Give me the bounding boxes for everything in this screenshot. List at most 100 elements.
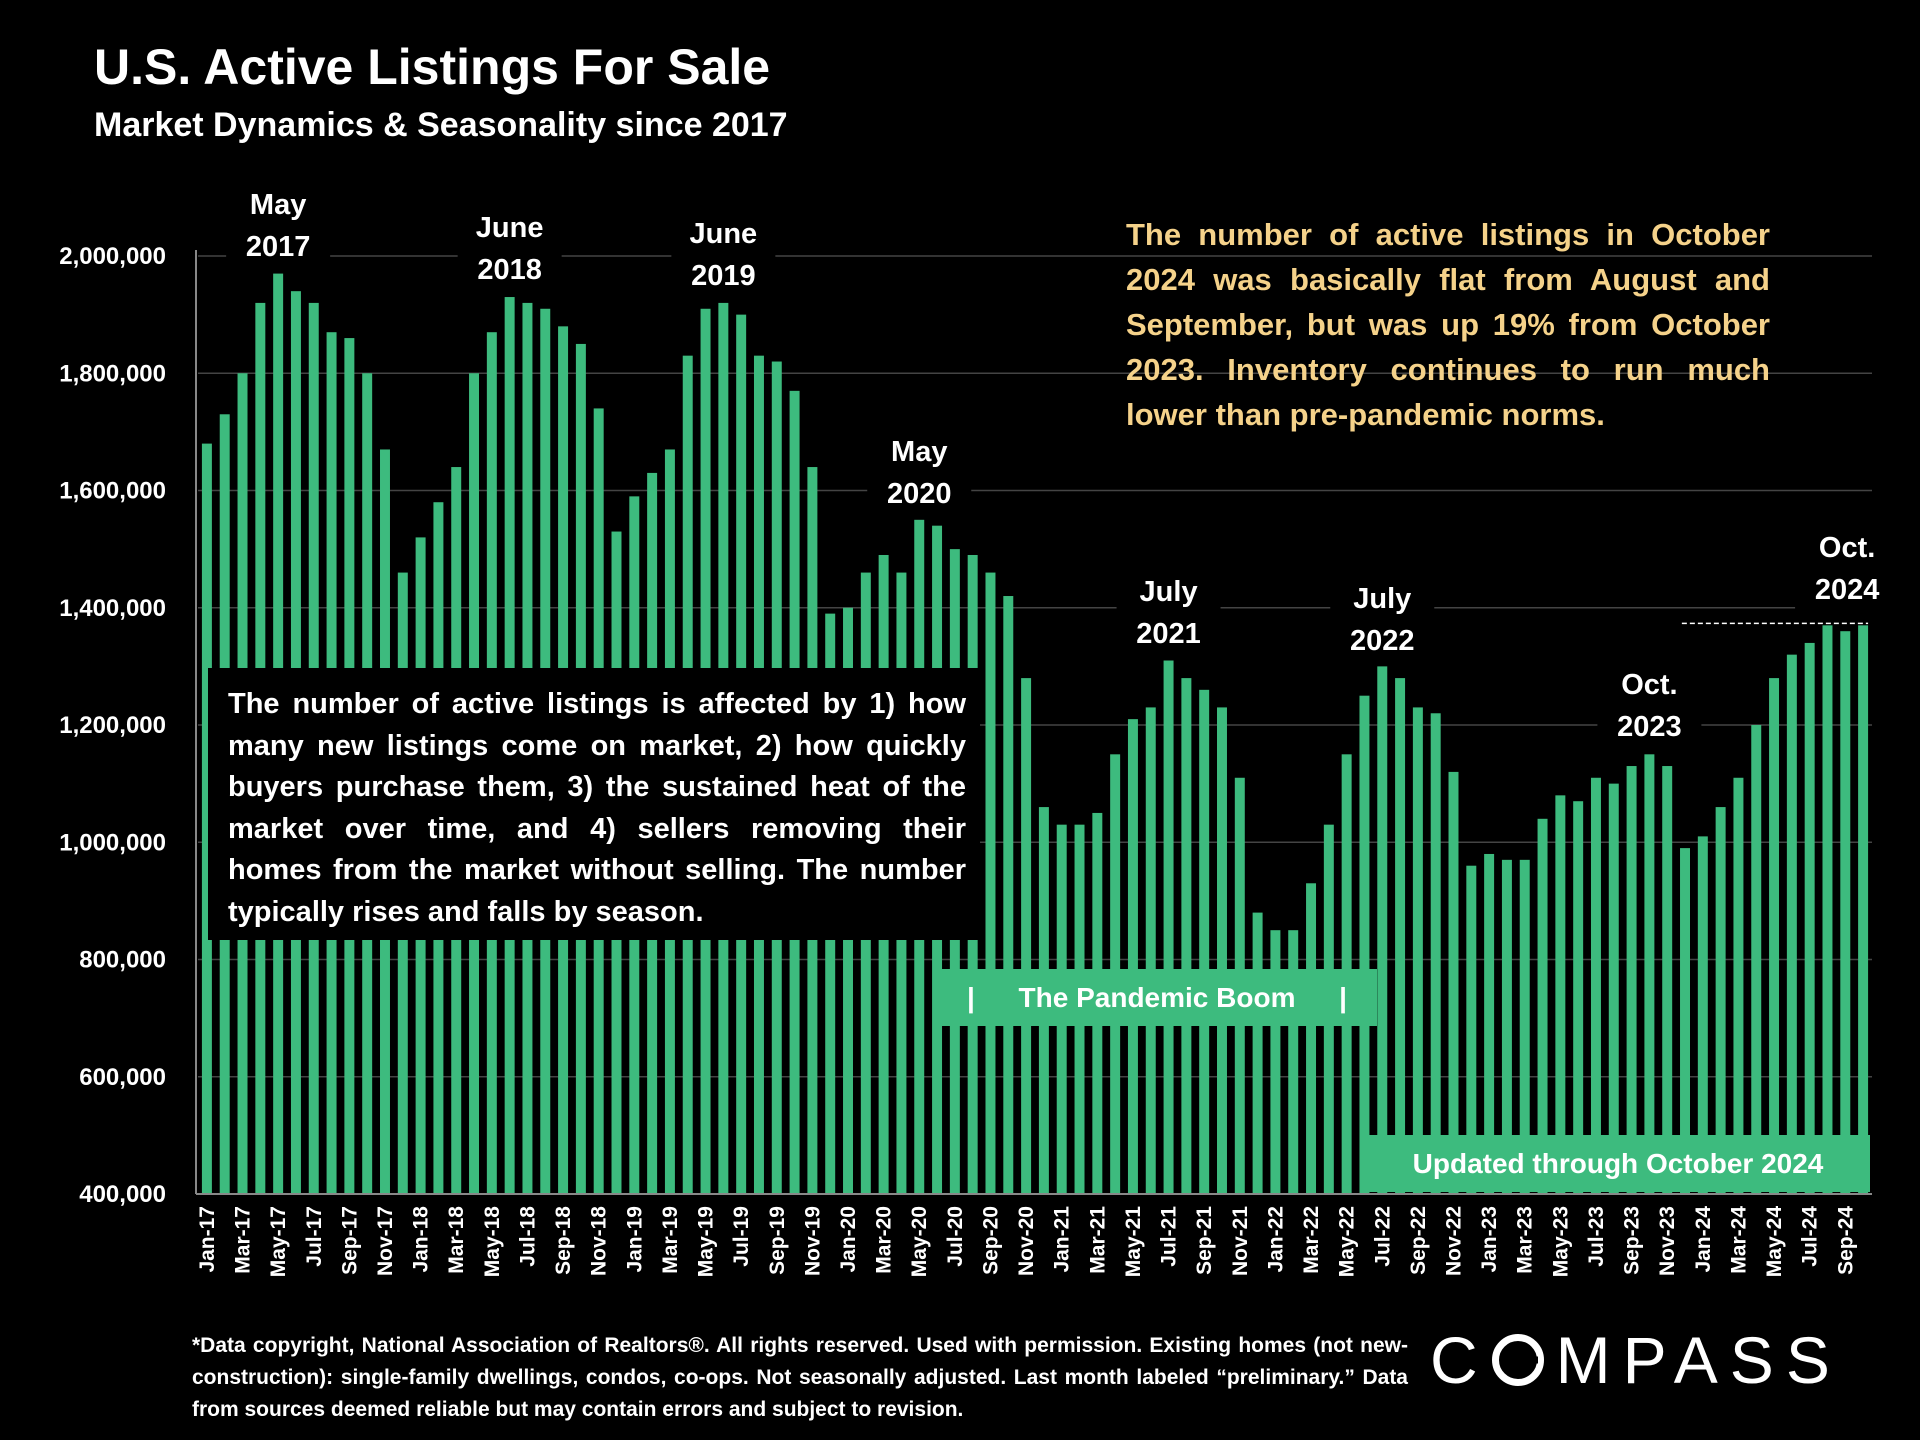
bar-Aug-21	[1181, 678, 1192, 1194]
peak-label-year: 2018	[477, 254, 542, 286]
x-tick-label: Nov-21	[1229, 1206, 1252, 1276]
y-tick-label: 1,000,000	[59, 829, 166, 856]
peak-label-backing	[1597, 664, 1702, 746]
x-tick-label: May-19	[695, 1206, 718, 1277]
peak-labels: May 2017 June 2018 June 2019 May 2020 July 2021 Ju…	[226, 184, 1900, 746]
bar-Sep-23	[1626, 766, 1637, 1194]
pandemic-boom-label: The Pandemic Boom	[1018, 981, 1296, 1013]
bar-Mar-22	[1306, 883, 1317, 1194]
bar-Jun-21	[1145, 707, 1156, 1194]
peak-label-month: May	[250, 189, 306, 221]
y-tick-label: 1,600,000	[59, 478, 166, 505]
bar-Jul-24	[1804, 642, 1815, 1194]
x-tick-label: Mar-22	[1300, 1206, 1323, 1274]
bar-May-21	[1127, 719, 1138, 1194]
x-tick-label: Jul-20	[944, 1206, 967, 1267]
chart-subtitle: Market Dynamics & Seasonality since 2017	[94, 106, 788, 144]
peak-label-backing	[1795, 527, 1900, 609]
band-bracket-left: |	[967, 981, 975, 1013]
x-tick-label: Jul-17	[303, 1206, 326, 1267]
bar-Jan-17	[201, 443, 212, 1195]
x-tick-label: May-21	[1122, 1206, 1145, 1278]
bar-Dec-21	[1252, 912, 1263, 1194]
peak-label-year: 2023	[1617, 711, 1682, 743]
y-tick-label: 800,000	[79, 947, 166, 974]
bar-Jun-24	[1786, 654, 1797, 1194]
x-tick-label: Mar-24	[1727, 1206, 1750, 1274]
bar-Jun-22	[1359, 695, 1370, 1194]
bar-Mar-24	[1733, 777, 1744, 1194]
bar-Oct-20	[1003, 596, 1014, 1194]
bar-Jun-23	[1573, 801, 1584, 1194]
bar-Aug-22	[1395, 678, 1406, 1194]
bar-Jan-23	[1484, 853, 1495, 1194]
x-tick-label: Sep-22	[1407, 1206, 1430, 1275]
x-tick-label: Sep-18	[552, 1206, 575, 1275]
x-tick-label: Nov-23	[1656, 1206, 1679, 1276]
x-tick-label: Mar-21	[1086, 1206, 1109, 1274]
peak-label-year: 2021	[1136, 618, 1201, 650]
peak-label-year: 2024	[1815, 574, 1880, 606]
bar-Oct-21	[1217, 707, 1227, 1194]
bar-Dec-23	[1680, 848, 1690, 1194]
x-tick-label: Jan-17	[196, 1206, 219, 1273]
annotation-explanation: The number of active listings is affecte…	[208, 668, 980, 940]
bar-May-24	[1769, 678, 1780, 1194]
peak-label-month: June	[476, 212, 544, 244]
x-tick-label: May-20	[908, 1206, 931, 1277]
bar-Apr-24	[1751, 725, 1762, 1194]
bar-Sep-24	[1840, 631, 1851, 1194]
y-tick-label: 400,000	[79, 1181, 166, 1208]
band-bracket-right: |	[1339, 981, 1347, 1013]
x-tick-label: May-24	[1763, 1206, 1786, 1278]
x-tick-label: Sep-24	[1834, 1206, 1857, 1275]
logo-text-end: MPASS	[1555, 1323, 1842, 1397]
x-tick-label: Mar-23	[1514, 1206, 1537, 1274]
peak-label-backing	[457, 207, 562, 289]
x-tick-label: Jan-21	[1051, 1206, 1074, 1273]
bar-Sep-20	[985, 572, 996, 1194]
bar-Aug-24	[1822, 625, 1833, 1194]
bar-Oct-22	[1430, 713, 1441, 1194]
peak-label-month: May	[891, 436, 947, 468]
bar-Feb-22	[1288, 930, 1299, 1194]
bar-Mar-23	[1519, 859, 1530, 1194]
logo-text-start: C	[1430, 1323, 1490, 1397]
x-tick-label: Jan-24	[1692, 1206, 1715, 1273]
peak-label-month: July	[1140, 576, 1198, 608]
bar-May-23	[1555, 795, 1566, 1194]
chart-title: U.S. Active Listings For Sale	[94, 39, 771, 95]
y-tick-label: 1,400,000	[59, 595, 166, 622]
peak-label-backing	[1116, 571, 1221, 653]
peak-label-month: Oct.	[1819, 532, 1875, 564]
axes: 400,000 600,000 800,000 1,000,000 1,200,000 1…	[59, 243, 1872, 1277]
peak-label-backing	[1330, 578, 1435, 660]
x-tick-label: Mar-20	[873, 1206, 896, 1274]
x-tick-label: Jan-20	[837, 1206, 860, 1273]
x-tick-label: Mar-19	[659, 1206, 682, 1274]
x-tick-label: Jul-18	[516, 1206, 539, 1267]
logo-o-icon	[1491, 1334, 1544, 1386]
bar-Sep-21	[1199, 689, 1210, 1194]
bar-Feb-24	[1715, 807, 1726, 1194]
x-tick-label: Sep-21	[1193, 1206, 1216, 1275]
bar-Jul-21	[1163, 660, 1174, 1194]
peak-label-year: 2019	[691, 260, 756, 292]
peak-label-month: Oct.	[1621, 669, 1677, 701]
x-tick-label: Jul-21	[1158, 1206, 1181, 1267]
y-tick-label: 2,000,000	[59, 243, 166, 270]
x-tick-label: Nov-19	[801, 1206, 824, 1276]
x-tick-label: Jan-22	[1264, 1206, 1287, 1273]
peak-label-month: June	[690, 218, 758, 250]
pandemic-boom-band: | The Pandemic Boom |	[937, 969, 1377, 1026]
peak-label-year: 2020	[887, 478, 952, 510]
x-tick-label: Jul-24	[1799, 1206, 1822, 1267]
data-footnote: *Data copyright, National Association of…	[192, 1334, 1408, 1421]
peak-label-backing	[226, 184, 331, 266]
compass-logo: C MPASS	[1430, 1320, 1850, 1400]
bar-Aug-23	[1608, 783, 1619, 1194]
x-tick-label: Jul-22	[1371, 1206, 1394, 1267]
x-tick-label: May-17	[267, 1206, 290, 1277]
bar-Oct-23	[1644, 754, 1655, 1194]
